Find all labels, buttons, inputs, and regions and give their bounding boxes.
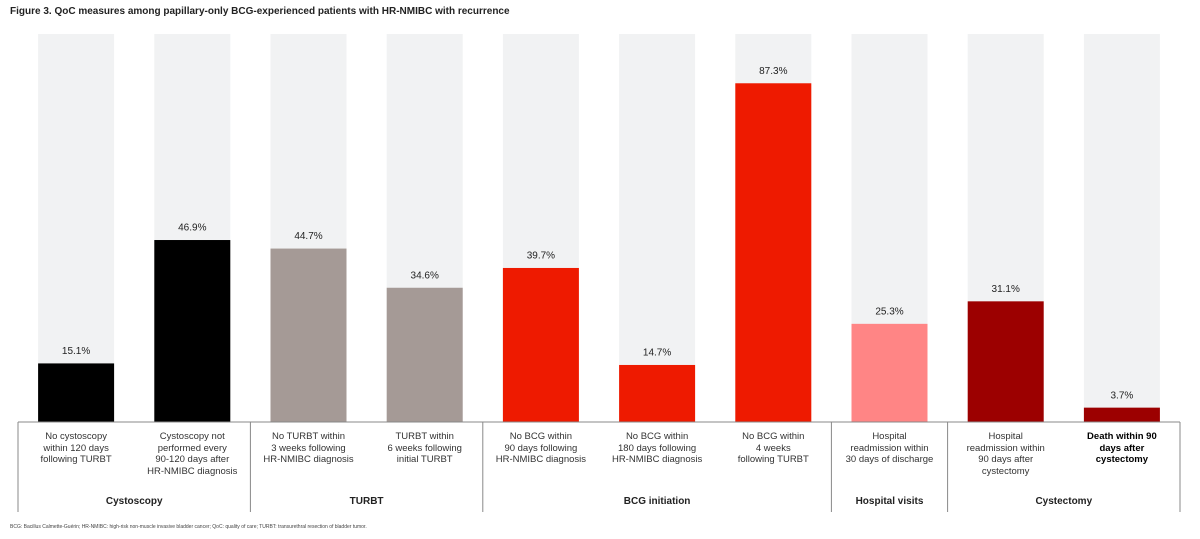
bar <box>270 248 347 422</box>
bar <box>967 301 1044 422</box>
category-label: No BCG within 90 days following HR-NMIBC… <box>495 431 587 465</box>
value-label: 25.3% <box>875 306 903 317</box>
group-label: Cystectomy <box>1035 496 1093 507</box>
category-label: No BCG within 4 weeks following TURBT <box>737 431 809 465</box>
value-label: 34.6% <box>411 270 439 281</box>
value-label: 14.7% <box>643 348 671 359</box>
value-label: 15.1% <box>62 346 90 357</box>
bar <box>38 363 115 422</box>
value-label: 46.9% <box>178 223 206 234</box>
bar-background <box>38 34 115 422</box>
value-label: 87.3% <box>759 66 787 77</box>
bar <box>619 364 696 422</box>
category-label: No cystoscopy within 120 days following … <box>40 431 112 465</box>
footnote: BCG: Bacillus Calmette-Guérin; HR-NMIBC:… <box>10 524 367 530</box>
value-label: 39.7% <box>527 251 555 262</box>
bar-background <box>619 34 696 422</box>
value-label: 44.7% <box>294 231 322 242</box>
category-label: Death within 90 days after cystectomy <box>1087 431 1157 465</box>
category-label: No BCG within 180 days following HR-NMIB… <box>611 431 703 465</box>
value-label: 31.1% <box>992 284 1020 295</box>
bar <box>386 287 463 422</box>
bar <box>502 267 579 422</box>
group-label: TURBT <box>349 496 384 507</box>
category-label: Hospital readmission within 90 days afte… <box>966 431 1045 477</box>
group-label: BCG initiation <box>623 496 691 507</box>
category-label: TURBT within 6 weeks following initial T… <box>387 431 462 465</box>
category-label: No TURBT within 3 weeks following HR-NMI… <box>263 431 354 465</box>
group-label: Hospital visits <box>855 496 924 507</box>
chart-title: Figure 3. QoC measures among papillary-o… <box>10 6 510 17</box>
bar-background <box>1083 34 1160 422</box>
category-label: Hospital readmission within 30 days of d… <box>845 431 934 465</box>
bar <box>1083 407 1160 422</box>
group-label: Cystoscopy <box>105 496 163 507</box>
bar <box>851 323 928 422</box>
category-label: Cystoscopy not performed every 90-120 da… <box>147 431 238 477</box>
bar <box>735 83 812 422</box>
bar <box>154 240 231 422</box>
value-label: 3.7% <box>1111 390 1134 401</box>
